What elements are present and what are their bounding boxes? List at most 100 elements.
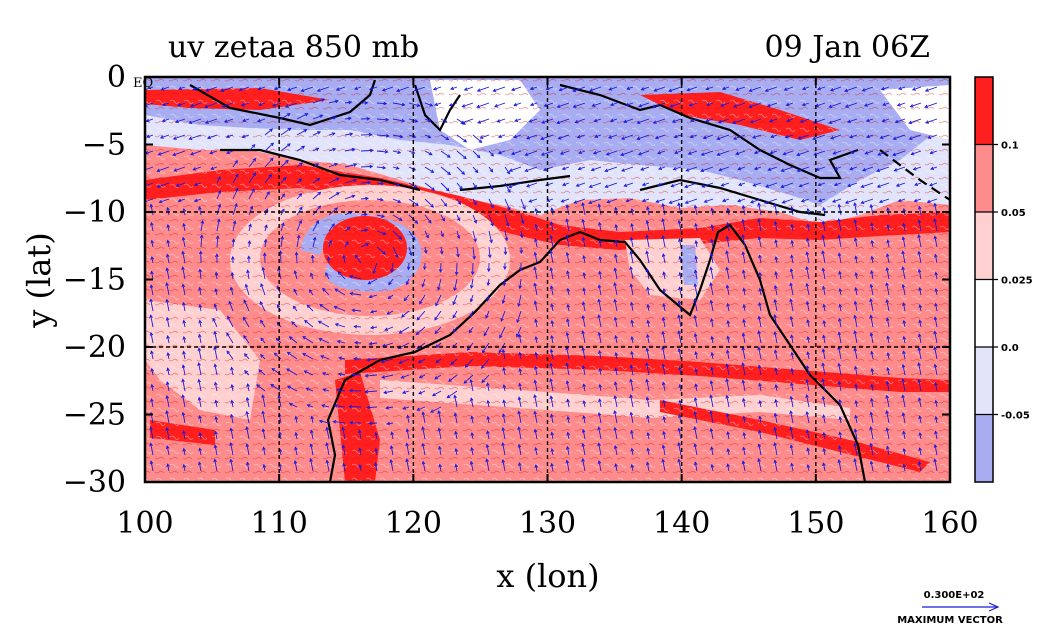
wind-vector <box>774 285 778 296</box>
wind-vector <box>886 410 890 424</box>
wind-vector-head <box>790 205 794 210</box>
wind-vector-head <box>325 272 329 276</box>
wind-vector <box>424 150 433 156</box>
wind-vector-head <box>177 198 182 203</box>
wind-vector <box>822 379 826 392</box>
wind-vector-head <box>885 317 890 322</box>
wind-vector-head <box>927 135 932 139</box>
wind-vector <box>150 427 154 440</box>
wind-vector <box>182 237 186 248</box>
wind-vector <box>690 134 698 138</box>
wind-vector-head <box>242 118 246 123</box>
wind-vector-head <box>501 413 506 418</box>
wind-vector-head <box>774 271 778 276</box>
wind-vector-head <box>895 183 900 187</box>
wind-vector-head <box>470 446 474 451</box>
wind-vector <box>482 342 490 353</box>
wind-vector-head <box>780 168 785 172</box>
wind-vector-head <box>758 287 763 292</box>
wind-vector <box>599 256 602 264</box>
wind-vector-head <box>476 88 481 92</box>
wind-vector <box>614 268 618 280</box>
wind-vector-head <box>757 202 761 207</box>
wind-vector <box>614 395 618 408</box>
wind-vector <box>759 272 762 280</box>
wind-vector <box>343 463 346 472</box>
wind-vector <box>866 134 874 138</box>
wind-vector <box>328 207 338 216</box>
wind-vector-head <box>652 120 657 124</box>
wind-vector <box>440 150 451 158</box>
wind-vector-head <box>405 458 409 463</box>
wind-vector <box>424 230 429 239</box>
wind-vector-head <box>709 299 714 304</box>
wind-vector <box>647 287 650 296</box>
wind-vector <box>175 118 186 123</box>
wind-vector-head <box>358 447 362 452</box>
wind-vector <box>855 287 858 296</box>
wind-vector <box>476 102 490 108</box>
wind-vector-head <box>464 364 469 368</box>
wind-vector <box>502 414 506 424</box>
wind-vector <box>790 445 794 456</box>
wind-vector <box>598 412 602 424</box>
wind-vector-head <box>770 134 775 139</box>
wind-vector <box>710 411 714 424</box>
wind-vector <box>642 182 650 186</box>
wind-vector-head <box>550 448 555 452</box>
wind-vector <box>678 414 682 424</box>
wind-vector <box>312 147 319 152</box>
wind-vector <box>781 166 794 172</box>
wind-vector <box>630 430 634 440</box>
wind-vector <box>556 118 570 124</box>
wind-vector-head <box>566 398 570 403</box>
wind-vector <box>209 150 218 154</box>
wind-vector-head <box>709 427 714 432</box>
wind-vector-head <box>837 234 841 239</box>
wind-vector-head <box>342 254 346 259</box>
wind-vector <box>702 182 714 188</box>
wind-vector-head <box>322 287 326 292</box>
wind-vector-head <box>166 206 170 211</box>
wind-vector <box>839 304 842 312</box>
wind-vector <box>518 411 522 424</box>
wind-vector-head <box>149 298 153 303</box>
wind-vector <box>247 383 250 392</box>
wind-vector-head <box>550 334 554 339</box>
wind-vector-head <box>268 173 272 178</box>
wind-vector-head <box>502 399 506 404</box>
wind-vector <box>260 337 266 344</box>
wind-vector-head <box>876 184 881 188</box>
wind-vector <box>566 219 570 232</box>
wind-vector <box>806 430 810 440</box>
wind-vector <box>838 381 842 392</box>
wind-vector-head <box>441 217 445 222</box>
wind-vector-head <box>220 88 225 93</box>
wind-vector-head <box>646 414 650 419</box>
wind-vector-head <box>198 268 202 273</box>
wind-vector-head <box>917 268 922 273</box>
wind-vector-head <box>456 217 461 222</box>
wind-vector <box>259 301 266 312</box>
wind-vector <box>903 223 906 232</box>
wind-vector-head <box>318 337 323 342</box>
wind-vector-head <box>230 413 234 418</box>
wind-vector-head <box>582 254 586 259</box>
wind-vector-head <box>382 231 387 236</box>
wind-vector <box>726 285 730 296</box>
wind-vector <box>758 316 762 328</box>
wind-vector-head <box>398 217 403 221</box>
wind-vector <box>435 342 442 348</box>
wind-vector <box>167 352 170 360</box>
wind-vector-head <box>150 383 155 388</box>
wind-vector-head <box>886 224 891 228</box>
wind-vector-head <box>870 367 875 372</box>
wind-vector <box>598 460 602 472</box>
wind-vector-head <box>614 206 618 211</box>
wind-vector-head <box>917 397 922 401</box>
wind-vector-head <box>287 143 291 147</box>
wind-vector <box>279 432 282 440</box>
wind-vector-head <box>613 298 617 303</box>
wind-vector <box>310 430 314 440</box>
wind-vector-head <box>710 463 715 468</box>
